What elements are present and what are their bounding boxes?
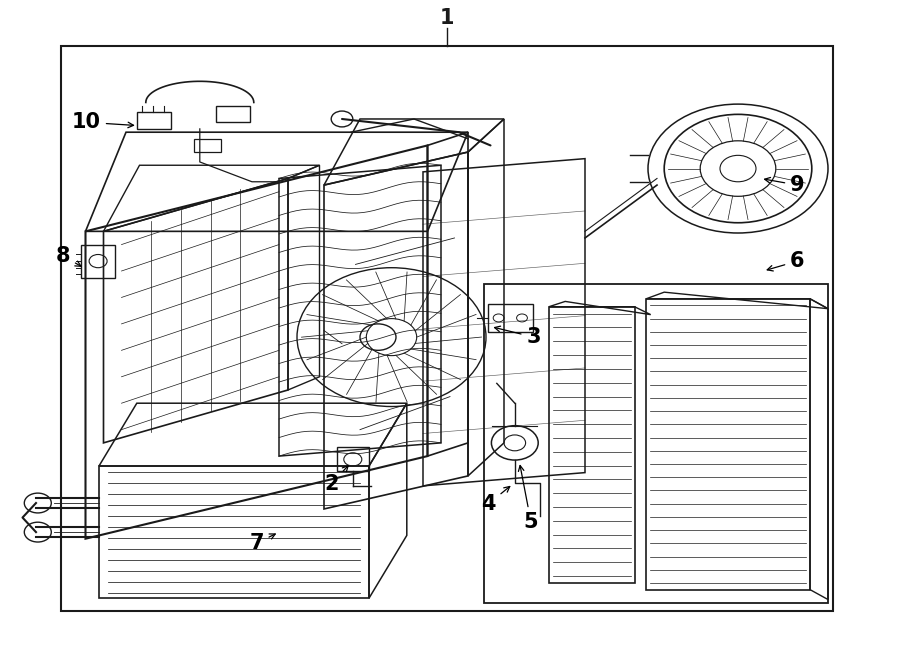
- Text: 3: 3: [495, 326, 541, 347]
- Text: 9: 9: [765, 175, 805, 195]
- Text: 1: 1: [440, 8, 454, 28]
- Text: 5: 5: [518, 465, 538, 532]
- Bar: [549, 307, 634, 583]
- Text: 2: 2: [324, 466, 348, 494]
- Text: 10: 10: [72, 112, 133, 132]
- Bar: [484, 284, 828, 603]
- Bar: [646, 299, 810, 590]
- Text: 4: 4: [482, 486, 509, 514]
- Bar: [61, 46, 832, 611]
- Text: 6: 6: [767, 251, 805, 271]
- Text: 7: 7: [249, 533, 275, 553]
- Text: 8: 8: [56, 246, 81, 266]
